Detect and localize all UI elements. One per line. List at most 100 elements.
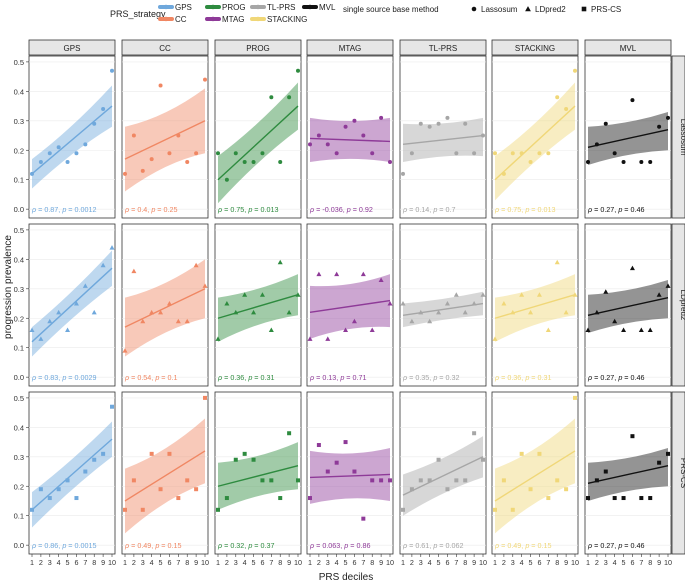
panel-prs-cs-prog: ρ = 0.32, p = 0.37 xyxy=(214,391,302,555)
correlation-annotation: ρ = 0.13, p = 0.71 xyxy=(309,373,367,382)
panel-ldpred2-tl-prs: ρ = 0.35, p = 0.32 xyxy=(399,223,487,387)
regression-line xyxy=(494,294,576,319)
data-point xyxy=(287,95,292,100)
data-point xyxy=(194,487,199,492)
p-symbol: p xyxy=(524,373,529,382)
data-point xyxy=(563,309,569,315)
x-tick-label: 8 xyxy=(648,558,652,567)
data-point xyxy=(621,496,626,501)
data-point xyxy=(657,460,662,465)
rho-symbol: ρ xyxy=(587,541,592,550)
legend-label-prog: PROG xyxy=(222,3,246,12)
correlation-annotation: ρ = 0.35, p = 0.32 xyxy=(402,373,460,382)
p-value: = 0.71 xyxy=(344,373,366,382)
rho-value: = 0.75, xyxy=(499,205,525,214)
correlation-annotation: ρ = -0.036, p = 0.92 xyxy=(309,205,373,214)
data-point xyxy=(481,457,485,462)
data-point xyxy=(585,327,591,333)
x-tick-label: 1 xyxy=(30,558,34,567)
rho-value: = 0.13, xyxy=(314,373,340,382)
regression-line xyxy=(402,134,484,146)
data-point xyxy=(325,469,330,474)
panel-prs-cs-stacking: ρ = 0.49, p = 0.15 xyxy=(491,391,579,555)
panel-lassosum-tl-prs: ρ = 0.14, p = 0.7 xyxy=(399,55,487,219)
y-tick-label: 0.4 xyxy=(14,255,24,264)
panel-prs-cs-cc: ρ = 0.49, p = 0.15 xyxy=(121,391,209,555)
p-value: = 0.25 xyxy=(155,205,177,214)
data-point xyxy=(92,121,97,126)
data-point xyxy=(91,309,97,315)
data-point xyxy=(445,487,450,492)
data-point xyxy=(251,457,256,462)
p-value: = 0.013 xyxy=(529,205,555,214)
y-tick-label: 0.3 xyxy=(14,117,24,126)
data-point xyxy=(56,145,61,150)
p-symbol: p xyxy=(247,205,252,214)
rho-symbol: ρ xyxy=(31,205,36,214)
data-point xyxy=(471,301,477,306)
data-point xyxy=(56,309,62,315)
regression-line xyxy=(31,105,113,175)
data-point xyxy=(519,292,525,297)
panel-prs-cs-gps: ρ = 0.86, p = 0.0015 xyxy=(28,391,116,555)
panel-frame xyxy=(28,391,116,555)
panel-grid: GPS CC PROG MTAG TL-PRS STACKING MVL Lassosum LD… xyxy=(14,39,685,567)
legend: PRS_strategy GPS CC PROG MTAG TL-PRS STACKING M… xyxy=(110,3,621,24)
data-point xyxy=(203,395,207,400)
data-point xyxy=(176,133,181,138)
strip-row-ldpred2 xyxy=(671,223,685,387)
strip-col-cc xyxy=(121,39,209,56)
data-point xyxy=(100,262,106,268)
data-point xyxy=(564,107,569,112)
data-point xyxy=(216,151,220,156)
strip-col-mtag xyxy=(306,39,394,56)
data-point xyxy=(418,121,423,126)
data-point xyxy=(454,151,459,156)
legend-key-dot-mtag xyxy=(210,16,216,22)
regression-line xyxy=(309,137,391,143)
p-symbol: p xyxy=(343,541,348,550)
panel-frame xyxy=(306,223,394,387)
data-point xyxy=(224,177,229,182)
x-tick-label: 6 xyxy=(74,558,78,567)
data-point xyxy=(242,451,247,456)
x-tick-label: 4 xyxy=(335,558,339,567)
regression-line xyxy=(587,296,669,316)
data-point xyxy=(176,496,181,501)
confidence-band xyxy=(495,274,575,342)
x-tick-label: 2 xyxy=(317,558,321,567)
p-symbol: p xyxy=(61,541,66,550)
p-value: = 0.0029 xyxy=(66,373,96,382)
data-point xyxy=(656,292,662,297)
panel-frame xyxy=(306,391,394,555)
data-point xyxy=(251,309,257,315)
strip-col-tl-prs xyxy=(399,39,487,56)
rho-value: = 0.35, xyxy=(407,373,433,382)
data-point xyxy=(436,457,441,462)
data-point xyxy=(242,292,248,297)
p-value: = 0.15 xyxy=(159,541,181,550)
data-point xyxy=(140,318,146,324)
data-point xyxy=(74,496,79,501)
legend-key-ldpred2-marker xyxy=(525,6,531,12)
data-point xyxy=(215,336,221,341)
x-tick-label: 7 xyxy=(83,558,87,567)
regression-line xyxy=(217,464,299,487)
data-point xyxy=(638,327,644,333)
data-point xyxy=(612,151,617,156)
data-point xyxy=(370,151,375,156)
x-tick-label: 9 xyxy=(379,558,383,567)
rho-symbol: ρ xyxy=(309,541,314,550)
data-point xyxy=(131,478,136,483)
data-point xyxy=(38,487,43,492)
data-point xyxy=(648,496,653,501)
data-point xyxy=(140,507,145,512)
data-point xyxy=(259,292,265,297)
data-point xyxy=(184,318,190,324)
p-symbol: p xyxy=(247,373,252,382)
data-point xyxy=(501,301,507,306)
data-point xyxy=(203,77,207,82)
data-point xyxy=(612,496,617,501)
y-tick-label: 0.4 xyxy=(14,423,24,432)
data-point xyxy=(73,301,79,306)
